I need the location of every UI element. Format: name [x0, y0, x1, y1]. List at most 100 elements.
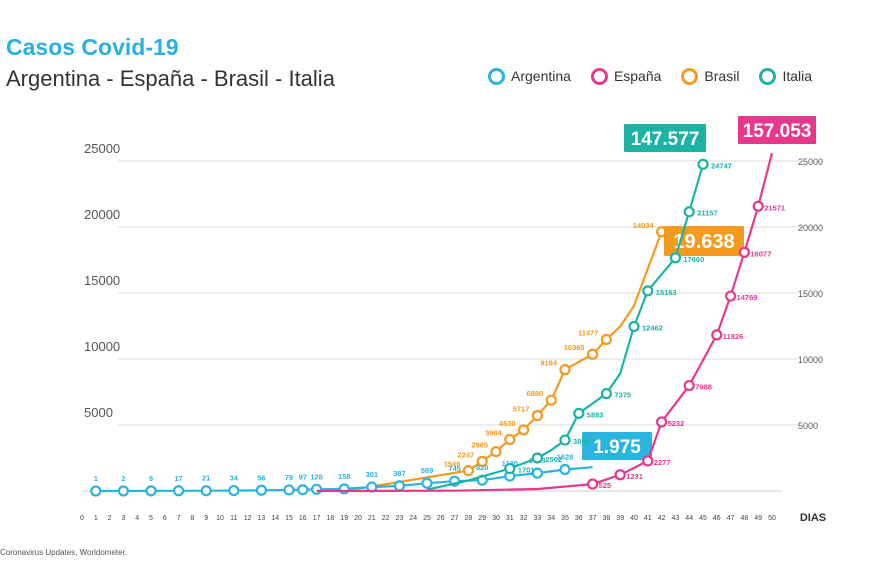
data-point-argentina — [228, 484, 240, 497]
y-tick-label-left: 15000 — [84, 273, 120, 288]
x-tick-label: 35 — [561, 515, 569, 522]
x-tick-label: 24 — [409, 515, 417, 522]
data-label-italia: 24747 — [711, 161, 732, 170]
data-point-italia — [531, 452, 544, 464]
data-label-brasil: 2985 — [471, 441, 488, 450]
legend-marker-brasil — [681, 67, 699, 85]
legend-marker-argentina — [488, 67, 505, 85]
data-point-argentina — [297, 484, 309, 496]
data-label-italia: 3858 — [573, 437, 590, 446]
y-tick-label-right: 10000 — [798, 355, 823, 365]
data-label-argentina: 21 — [202, 474, 210, 483]
data-point-españa — [683, 379, 695, 392]
data-label-brasil: 2247 — [458, 450, 475, 459]
data-label-brasil: 14034 — [633, 221, 655, 230]
legend-item-brasil: Brasil — [681, 64, 739, 88]
y-tick-label-left: 25000 — [84, 141, 120, 156]
x-tick-label: 26 — [437, 515, 445, 522]
x-tick-label: 42 — [658, 515, 666, 522]
data-label-argentina: 301 — [366, 470, 379, 479]
legend: Argentina España Brasil Italia — [488, 64, 858, 88]
final-badge-text-argentina: 1.975 — [593, 437, 641, 458]
data-label-argentina: 9 — [149, 474, 153, 483]
data-point-brasil — [504, 433, 516, 446]
data-label-españa: 7988 — [695, 383, 712, 392]
x-tick-label: 45 — [699, 515, 707, 522]
data-label-italia: 5883 — [587, 410, 604, 419]
final-badge-brasil — [664, 226, 744, 256]
x-tick-label: 18 — [327, 515, 335, 522]
data-point-italia — [697, 158, 709, 170]
data-label-argentina: 158 — [338, 472, 351, 481]
data-point-argentina — [90, 485, 102, 497]
data-label-brasil: 6880 — [527, 389, 544, 398]
x-tick-label: 48 — [741, 515, 749, 522]
data-label-argentina: 1628 — [557, 453, 574, 462]
data-point-argentina — [311, 483, 323, 495]
x-tick-label: 28 — [465, 515, 473, 522]
x-tick-label: 21 — [368, 515, 376, 522]
y-tick-label-left: 5000 — [84, 405, 113, 420]
data-label-españa: 18077 — [750, 249, 771, 258]
data-label-argentina: 34 — [230, 474, 239, 483]
x-tick-label: 14 — [271, 515, 279, 522]
x-tick-label: 6 — [163, 515, 167, 522]
data-point-brasil — [600, 333, 613, 346]
x-tick-label: 15 — [285, 515, 293, 522]
data-point-brasil — [517, 424, 530, 436]
data-point-brasil — [559, 364, 571, 376]
x-tick-label: 38 — [603, 515, 611, 522]
data-point-italia — [628, 320, 640, 333]
data-point-italia — [669, 252, 682, 264]
data-label-españa: 5232 — [668, 419, 685, 428]
x-axis-label: DIAS — [800, 512, 826, 524]
data-label-italia: 1701 — [518, 466, 535, 475]
x-tick-label: 1 — [94, 515, 98, 522]
data-label-argentina: 79 — [285, 473, 293, 482]
series-line-españa — [316, 152, 774, 493]
x-tick-label: 2 — [108, 515, 112, 522]
data-label-españa: 1231 — [626, 472, 643, 481]
x-tick-label: 31 — [506, 515, 514, 522]
data-point-brasil — [545, 394, 557, 406]
x-tick-label: 12 — [244, 515, 252, 522]
data-point-italia — [573, 407, 585, 419]
data-point-españa — [586, 478, 599, 490]
data-label-brasil: 3904 — [485, 428, 503, 437]
data-point-brasil — [586, 348, 599, 360]
data-label-españa: 21571 — [764, 203, 785, 212]
data-label-españa: 525 — [599, 481, 612, 490]
legend-item-espana: España — [590, 64, 661, 88]
y-tick-label-left: 10000 — [84, 339, 120, 354]
x-tick-label: 44 — [685, 515, 693, 522]
x-tick-label: 27 — [451, 515, 459, 522]
data-label-brasil: 1546 — [444, 460, 461, 469]
x-tick-label: 49 — [754, 515, 762, 522]
data-point-españa — [752, 200, 764, 212]
data-label-argentina: 17 — [174, 474, 182, 483]
source-note: Coronavirus Updates, Worldometer. — [0, 548, 128, 557]
x-tick-label: 37 — [589, 515, 597, 522]
data-point-argentina — [145, 485, 157, 497]
x-tick-label: 19 — [340, 515, 348, 522]
y-tick-label-right: 15000 — [798, 289, 823, 299]
x-tick-label: 5 — [149, 515, 153, 522]
legend-item-argentina: Argentina — [488, 64, 571, 88]
legend-label-brasil: Brasil — [704, 68, 740, 84]
x-tick-label: 46 — [713, 515, 721, 522]
data-label-argentina: 128 — [310, 472, 323, 481]
data-label-españa: 14769 — [737, 293, 758, 302]
x-tick-label: 9 — [204, 515, 208, 522]
x-tick-label: 16 — [299, 515, 307, 522]
data-label-italia: 21157 — [697, 209, 717, 218]
data-point-argentina — [393, 480, 405, 492]
data-label-brasil: 5717 — [513, 405, 530, 414]
data-point-italia — [683, 206, 695, 218]
x-tick-label: 20 — [354, 515, 362, 522]
x-tick-label: 40 — [630, 515, 638, 522]
legend-marker-italia — [759, 67, 777, 85]
data-label-argentina: 97 — [299, 473, 307, 482]
data-point-argentina — [255, 484, 267, 496]
final-badge-text-españa: 157.053 — [743, 121, 812, 142]
final-badge-españa — [738, 116, 816, 144]
